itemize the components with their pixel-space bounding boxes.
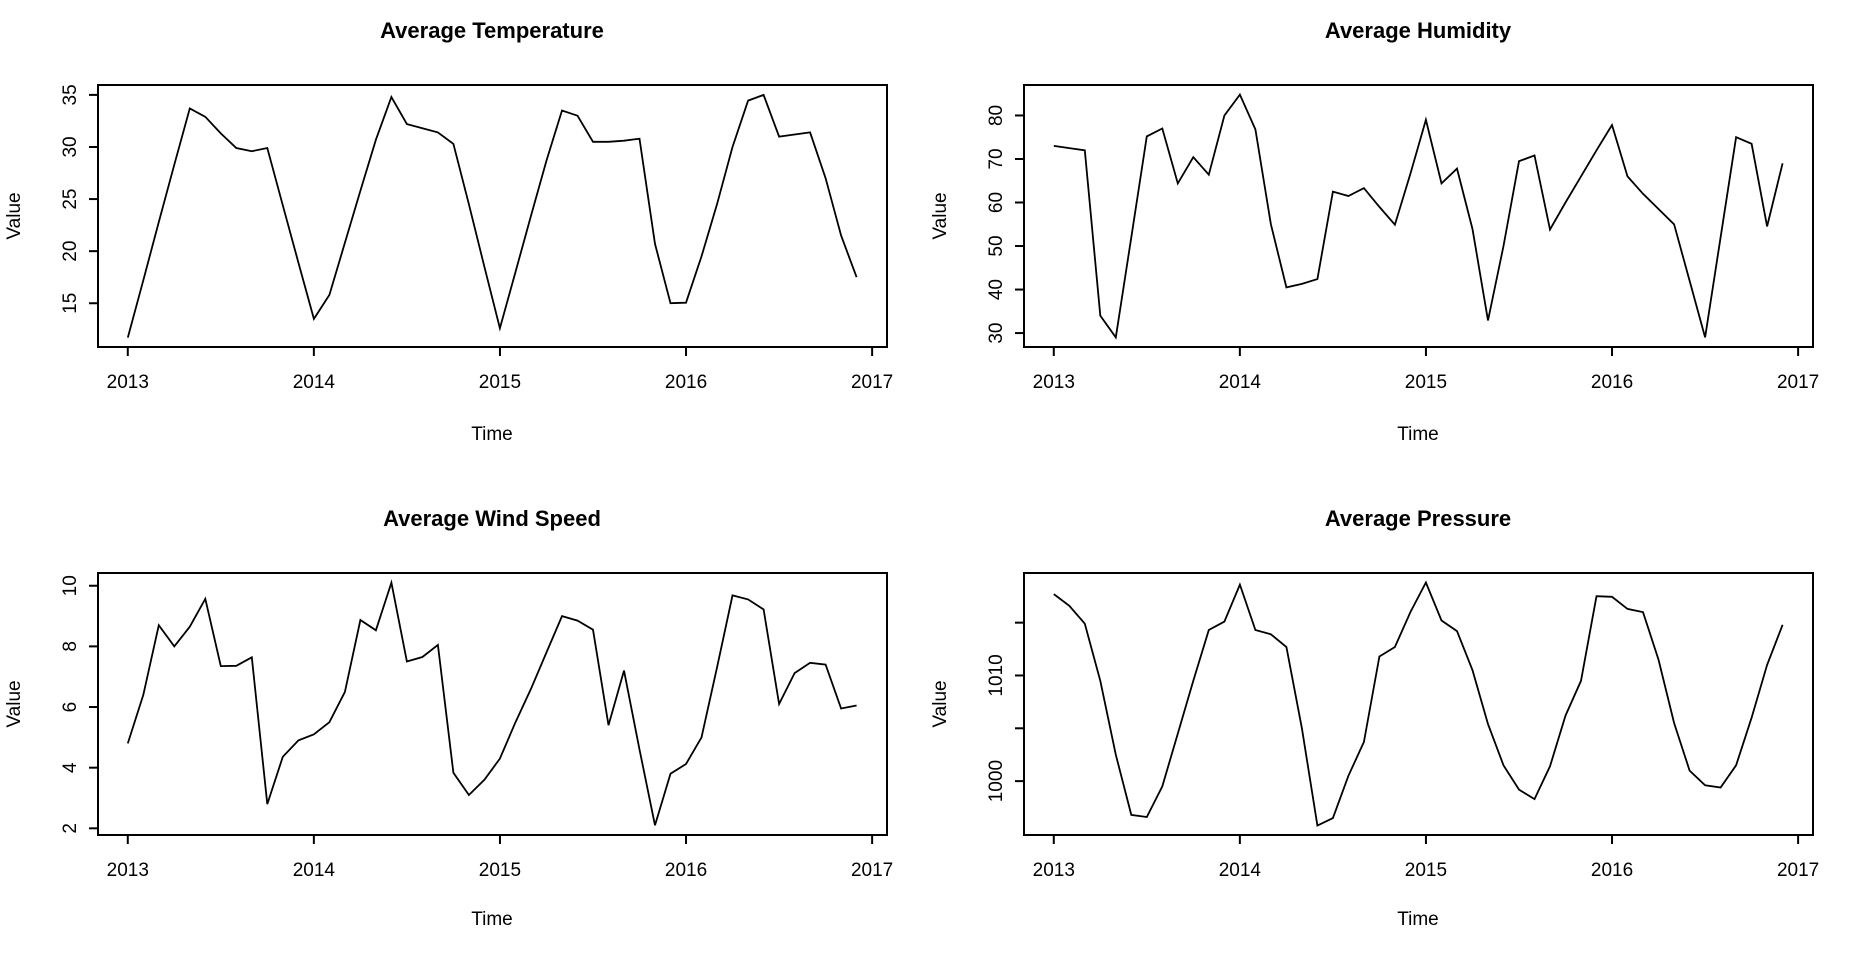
plot-box <box>97 84 888 348</box>
x-tick-label: 2013 <box>107 860 149 881</box>
y-tick-label: 35 <box>60 84 81 105</box>
y-tick-label: 8 <box>60 641 81 652</box>
pressure-chart: 1010 1000 2017 2016 2015 2014 2013 Average Pre… <box>930 506 1819 930</box>
x-tick-label: 2017 <box>1776 372 1818 393</box>
x-axis-label: Time <box>471 424 513 445</box>
y-axis-label: Value <box>930 680 951 727</box>
wind-speed-chart: 10 8 6 4 2 2017 2016 2015 2014 2013 Average Wind … <box>4 506 893 930</box>
x-tick-label: 2014 <box>1218 860 1261 881</box>
plot-box <box>1022 571 1814 836</box>
chart-title: Average Wind Speed <box>383 506 601 531</box>
y-tick-label: 10 <box>60 575 81 596</box>
chart-title: Average Pressure <box>1324 506 1510 531</box>
y-tick-label: 80 <box>986 105 1007 126</box>
x-tick-label: 2016 <box>665 372 707 393</box>
x-tick-label: 2014 <box>293 372 336 393</box>
y-tick-label: 1000 <box>986 759 1007 801</box>
x-tick-label: 2017 <box>851 860 893 881</box>
y-tick-label: 25 <box>60 189 81 210</box>
y-tick-label: 30 <box>60 136 81 157</box>
series-line <box>1052 579 1783 827</box>
plot-box <box>1022 84 1814 348</box>
series-line <box>1053 92 1783 340</box>
x-tick-label: 2014 <box>293 860 336 881</box>
x-tick-label: 2016 <box>1590 860 1632 881</box>
y-tick-label: 50 <box>986 235 1007 256</box>
y-axis-label: Value <box>4 192 25 239</box>
series-line <box>126 578 857 826</box>
y-tick-label: 15 <box>60 293 81 314</box>
y-tick-label: 20 <box>60 241 81 262</box>
y-tick-label: 30 <box>986 323 1007 344</box>
series-line <box>126 93 858 338</box>
x-tick-label: 2015 <box>1404 860 1446 881</box>
panel-average-pressure: 1010 1000 2017 2016 2015 2014 2013 Average Pre… <box>926 478 1851 955</box>
x-tick-label: 2013 <box>107 372 149 393</box>
x-axis-label: Time <box>471 909 513 930</box>
x-tick-label: 2016 <box>1590 372 1632 393</box>
x-axis-label: Time <box>1397 424 1439 445</box>
x-tick-label: 2016 <box>665 860 707 881</box>
y-tick-label: 60 <box>986 192 1007 213</box>
x-tick-label: 2015 <box>479 860 521 881</box>
plot-box <box>97 571 888 836</box>
y-tick-label: 4 <box>60 761 81 772</box>
x-tick-label: 2017 <box>1776 860 1818 881</box>
x-axis-label: Time <box>1397 909 1439 930</box>
x-tick-label: 2013 <box>1032 860 1074 881</box>
y-tick-label: 1010 <box>986 654 1007 696</box>
chart-title: Average Temperature <box>380 18 604 43</box>
y-tick-label: 6 <box>60 701 81 712</box>
x-tick-label: 2015 <box>479 372 521 393</box>
x-tick-label: 2017 <box>851 372 893 393</box>
panel-average-temperature: 35 30 25 20 15 2017 2016 2015 2014 2013 Average T… <box>0 0 925 477</box>
humidity-chart: 80 70 60 50 40 30 2017 2016 2015 2014 2013 Average… <box>930 18 1819 445</box>
x-tick-label: 2015 <box>1404 372 1446 393</box>
x-tick-label: 2014 <box>1218 372 1261 393</box>
y-axis-label: Value <box>930 192 951 239</box>
y-tick-label: 40 <box>986 279 1007 300</box>
panel-average-wind-speed: 10 8 6 4 2 2017 2016 2015 2014 2013 Average Wind … <box>0 478 925 955</box>
y-tick-label: 2 <box>60 823 81 834</box>
x-tick-label: 2013 <box>1032 372 1074 393</box>
chart-title: Average Humidity <box>1324 18 1511 43</box>
y-axis-label: Value <box>4 680 25 727</box>
y-tick-label: 70 <box>986 148 1007 169</box>
panel-average-humidity: 80 70 60 50 40 30 2017 2016 2015 2014 2013 Average… <box>926 0 1851 477</box>
